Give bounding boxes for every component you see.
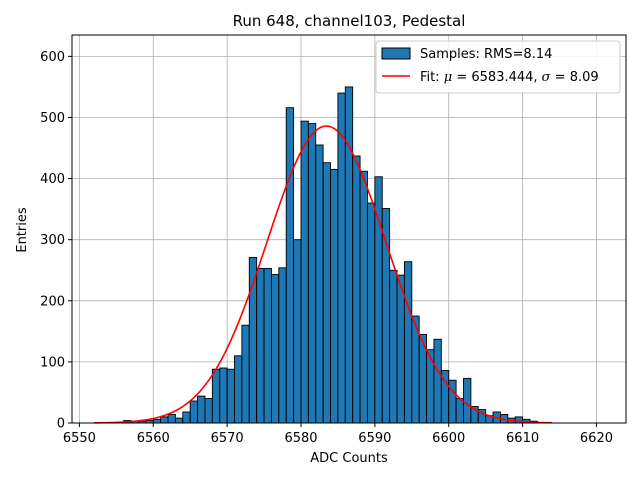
- histogram-bar: [256, 267, 265, 424]
- histogram-bar: [330, 168, 339, 424]
- x-axis-label: ADC Counts: [310, 451, 388, 466]
- histogram-bar: [197, 395, 206, 424]
- histogram-bar: [219, 367, 228, 424]
- histogram-bar: [270, 274, 280, 424]
- histogram-bar: [300, 120, 309, 424]
- x-tick-label: 6560: [137, 431, 170, 446]
- histogram-bar: [293, 239, 302, 424]
- x-tick-label: 6600: [432, 431, 465, 446]
- histogram-bar: [182, 411, 191, 424]
- histogram-bar: [367, 202, 376, 424]
- y-axis-label: Entries: [15, 207, 30, 253]
- y-tick-label: 600: [40, 50, 65, 65]
- legend-mu-value: = 6583.444,: [452, 70, 541, 85]
- histogram-bar: [174, 417, 184, 424]
- histogram-bar: [241, 324, 250, 424]
- histogram-bar: [226, 368, 235, 424]
- histogram-bar: [315, 144, 324, 424]
- histogram-bar: [403, 261, 413, 424]
- gaussian-fit-curve: [94, 125, 553, 424]
- histogram-bar: [278, 267, 287, 424]
- histogram-bar: [337, 92, 346, 424]
- y-tick-label: 400: [40, 172, 65, 187]
- histogram-bar: [396, 274, 405, 424]
- legend-sigma-symbol: σ: [542, 70, 552, 85]
- y-tick-label: 500: [40, 111, 65, 126]
- plot-frame: [71, 34, 627, 424]
- histogram-bar: [359, 170, 368, 424]
- x-tick-label: 6620: [580, 431, 613, 446]
- legend-samples-label: Samples: RMS=8.14: [420, 47, 552, 62]
- x-axis-ticks: 6550 6560 6570 6580 6590 6600 6610 6620: [63, 423, 613, 446]
- histogram-bar: [160, 416, 169, 424]
- x-tick-label: 6590: [358, 431, 391, 446]
- x-tick-label: 6570: [211, 431, 244, 446]
- histogram-bar: [211, 368, 221, 424]
- legend: Samples: RMS=8.14 Fit: μ = 6583.444, σ =…: [375, 40, 621, 94]
- histogram-bar: [204, 398, 213, 424]
- histogram-bar: [433, 338, 442, 424]
- y-axis-ticks: 0 100 200 300 400 500 600: [40, 50, 72, 432]
- histogram-bar: [352, 155, 361, 424]
- histogram-bar: [285, 107, 295, 424]
- x-tick-label: 6610: [506, 431, 539, 446]
- legend-samples-swatch: [381, 47, 411, 60]
- y-tick-label: 0: [57, 417, 65, 432]
- legend-fit-prefix: Fit:: [420, 70, 444, 85]
- histogram-bar: [455, 398, 464, 424]
- legend-mu-symbol: μ: [444, 70, 452, 85]
- legend-box: [375, 40, 621, 94]
- y-tick-label: 100: [40, 355, 65, 370]
- histogram-bar: [263, 267, 272, 424]
- x-tick-label: 6550: [63, 431, 96, 446]
- y-tick-label: 300: [40, 233, 65, 248]
- y-tick-label: 200: [40, 294, 65, 309]
- histogram-bar: [234, 355, 243, 424]
- histogram-bar: [344, 86, 354, 424]
- legend-fit-label: Fit: μ = 6583.444, σ = 8.09: [420, 70, 599, 85]
- histogram-bar: [167, 413, 176, 424]
- histogram-bar: [389, 269, 398, 424]
- x-tick-label: 6580: [284, 431, 317, 446]
- legend-sigma-value: = 8.09: [551, 70, 599, 85]
- chart-title: Run 648, channel103, Pedestal: [233, 12, 466, 30]
- histogram-bar: [152, 418, 162, 424]
- histogram-bar: [189, 400, 199, 424]
- histogram-bar: [463, 377, 472, 424]
- histogram-bar: [322, 162, 331, 424]
- histogram-bar: [307, 123, 317, 424]
